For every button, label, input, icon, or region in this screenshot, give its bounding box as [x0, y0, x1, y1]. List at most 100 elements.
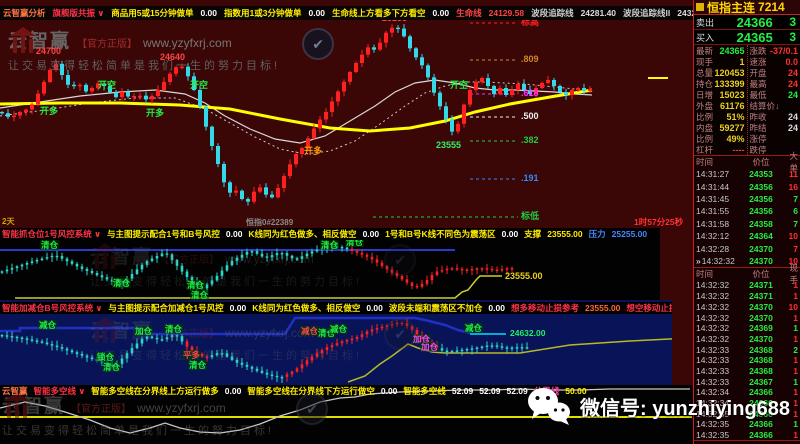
buy-label: 买入: [696, 32, 715, 43]
candle: [192, 76, 196, 90]
main-chart-panel[interactable]: 云智赢 【官方正版】 www.yzyfxrj.com 让交易变得轻松简单是我们一生的努…: [0, 13, 693, 228]
position-signal-label: 清仓: [164, 324, 184, 334]
tick-price: 24366: [749, 430, 773, 441]
info-value: 15023: [719, 89, 745, 100]
quote-title[interactable]: 恒指主连 7214: [694, 0, 800, 15]
candle: [85, 268, 89, 271]
candle: [125, 353, 129, 359]
lifeline: [0, 88, 593, 133]
tick-row: 14:32:33 24368 1: [694, 366, 800, 377]
indicator-metric: 与主图提示配合1号和B号风控: [107, 229, 220, 239]
indicator-metric: 指数用1或3分钟做单: [224, 8, 302, 18]
candle: [345, 340, 349, 342]
candle: [102, 83, 106, 86]
candle: [40, 341, 44, 343]
candle: [465, 269, 469, 271]
candle: [276, 188, 280, 198]
table-header-cell: 价位: [752, 157, 770, 167]
tick-qty: 10: [788, 231, 798, 242]
candle: [216, 146, 220, 164]
candle: [385, 266, 389, 270]
candle: [165, 337, 169, 340]
info-label: 外盘: [696, 100, 714, 111]
info-label: 比例: [696, 133, 714, 144]
tick-qty: 6: [793, 206, 798, 217]
candle: [282, 176, 286, 188]
tick-time: 14:32:34: [696, 398, 730, 409]
tick-price: 24356: [749, 206, 773, 217]
indicator-dropdown[interactable]: 旗舰版共振 ∨: [52, 8, 105, 18]
candle: [260, 370, 264, 373]
indicator-panel-position[interactable]: 智能抓仓位1号风控系统 ∨ 与主图提示配合1号和B号风控 0.00 K线同为红色做多、…: [0, 228, 660, 300]
quote-info-cell: 比例 49%: [694, 133, 747, 144]
sell-row[interactable]: 卖出 24366 3: [694, 15, 800, 30]
indicator-metric: 52.09: [506, 386, 528, 396]
candle: [348, 72, 352, 82]
indicator-metric: 0.00: [229, 303, 247, 313]
tick-qty: 1: [793, 333, 798, 344]
tick-qty: 11: [789, 169, 798, 180]
candle: [408, 36, 412, 49]
indicator-metric: 智能多空线在分界线下方运行做空: [247, 386, 375, 396]
info-value: 24: [787, 67, 798, 78]
candle: [205, 284, 209, 289]
candle: [520, 347, 524, 349]
candle: [255, 251, 259, 254]
position-signal-label: 加仓: [134, 326, 154, 336]
tick-time: 14:32:35: [696, 419, 730, 430]
info-value: 133399: [714, 78, 745, 89]
candle: [474, 82, 478, 90]
candle: [340, 341, 344, 344]
candle: [160, 253, 164, 256]
candle: [30, 261, 34, 263]
candle: [470, 348, 474, 350]
candle: [25, 263, 29, 265]
tick-time: 14:32:33: [696, 365, 730, 376]
price-label: 24700: [36, 46, 62, 56]
indicator-dropdown[interactable]: 智能抓仓位1号风控系统 ∨: [2, 229, 101, 239]
candle: [444, 106, 448, 120]
candle: [5, 269, 9, 272]
risk-step-line: [0, 316, 471, 336]
candle: [220, 270, 224, 276]
candle: [270, 374, 274, 376]
candle: [0, 335, 4, 337]
tick-price: 24366: [749, 387, 773, 398]
candle: [155, 337, 159, 340]
indicator-panel-addreduce[interactable]: 智能加减仓B号风控系统 ∨ 与主图提示配合加减仓1号风控 0.00 K线同为红色做多、…: [0, 300, 672, 385]
candle: [470, 269, 474, 271]
candle: [230, 260, 234, 266]
candle: [36, 93, 40, 105]
candle: [510, 90, 514, 95]
candle: [490, 345, 494, 347]
candle: [384, 32, 388, 43]
indicator-dropdown[interactable]: 智能加减仓B号风控系统 ∨: [2, 303, 103, 313]
tick-qty: 1: [793, 280, 798, 291]
candle: [552, 80, 556, 86]
candle: [205, 356, 209, 358]
main-toolbar: 云智赢分析 旗舰版共振 ∨ 商品用5或15分钟做单 0.00 指数用1或3分钟做单 0.0…: [0, 6, 696, 20]
position-signal-label: 清仓: [112, 278, 132, 288]
position-signal-label: 24632.00: [510, 328, 546, 338]
candle: [215, 275, 219, 281]
candle: [300, 148, 304, 154]
candle: [270, 255, 274, 258]
indicator-dropdown[interactable]: 智能多空线 ∨: [33, 386, 86, 396]
indicator-metric: 支撑: [524, 229, 542, 239]
tick-row: 14:32:32 24369 1: [694, 323, 800, 334]
tick-time: 14:31:55: [696, 206, 730, 217]
candle: [516, 84, 520, 90]
axis-contract-label: 恒指0#22389: [246, 218, 294, 227]
buy-row[interactable]: 买入 24365 3: [694, 30, 800, 45]
quote-info-cell: 总量 120453: [694, 67, 747, 78]
quote-info-cell: 现手 1: [694, 56, 747, 67]
indicator-metric: 0.00: [432, 8, 450, 18]
candle: [186, 66, 190, 77]
current-row-marker: »: [696, 255, 701, 266]
tick-row: 14:32:35 24366 1: [694, 408, 800, 419]
info-value: 59277: [719, 122, 745, 133]
candle: [360, 252, 364, 255]
indicator-metric: 0.00: [380, 386, 398, 396]
tick-row: 14:32:33 24367 1: [694, 376, 800, 387]
candle: [425, 280, 429, 284]
